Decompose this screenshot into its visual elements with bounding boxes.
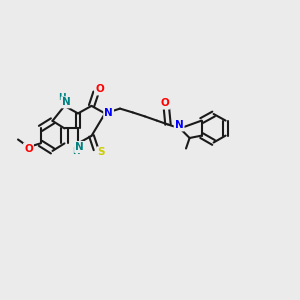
Text: N: N <box>61 97 70 107</box>
Text: O: O <box>24 143 33 154</box>
Text: O: O <box>160 98 169 109</box>
Text: S: S <box>98 147 105 158</box>
Text: N: N <box>104 107 113 118</box>
Text: N: N <box>175 120 184 130</box>
Text: N: N <box>75 142 84 152</box>
Text: H: H <box>58 93 66 102</box>
Text: O: O <box>95 84 104 94</box>
Text: H: H <box>72 147 80 156</box>
